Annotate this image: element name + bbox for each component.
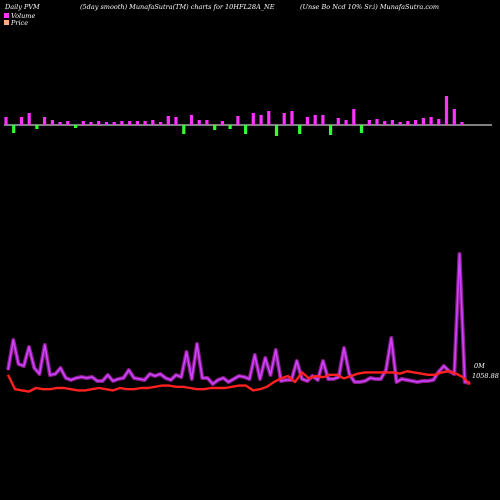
- volume-bar: [228, 125, 232, 129]
- volume-line-glow: [6, 252, 471, 386]
- volume-bar: [298, 125, 302, 134]
- volume-bar: [166, 116, 170, 125]
- volume-bar: [35, 125, 39, 129]
- header-center: (5day smooth) MunafaSutra(TM) charts for…: [80, 3, 275, 11]
- volume-bar: [290, 111, 294, 125]
- volume-bar: [43, 117, 47, 125]
- volume-bar: [97, 121, 101, 125]
- volume-bar: [414, 120, 418, 125]
- header-left: Daily PVM: [4, 3, 40, 11]
- volume-line: [7, 253, 471, 385]
- volume-bar: [421, 118, 425, 125]
- volume-bar: [282, 113, 286, 125]
- volume-bar: [151, 120, 155, 125]
- volume-bar: [27, 113, 31, 125]
- volume-bar: [329, 125, 333, 135]
- volume-bar: [390, 120, 394, 125]
- volume-bar: [398, 122, 402, 125]
- volume-bar: [143, 121, 147, 125]
- volume-bar: [367, 120, 371, 125]
- volume-bar: [259, 115, 263, 125]
- volume-bar: [81, 121, 85, 125]
- volume-bar: [244, 125, 248, 134]
- volume-bar: [205, 120, 209, 125]
- volume-bar: [197, 120, 201, 125]
- volume-bar: [375, 119, 379, 125]
- volume-bar: [112, 122, 116, 125]
- volume-bar: [452, 109, 456, 125]
- last-price-label: 1058.88: [472, 372, 499, 380]
- volume-bar: [12, 125, 16, 133]
- legend-volume-swatch: [4, 13, 9, 18]
- volume-bar: [189, 115, 194, 125]
- volume-bar: [89, 122, 93, 125]
- volume-bar: [220, 121, 224, 125]
- price-line: [6, 370, 471, 393]
- legend-price-swatch: [4, 20, 9, 25]
- volume-bar: [159, 122, 163, 125]
- volume-bar: [383, 121, 387, 125]
- volume-bar: [58, 122, 62, 125]
- volume-marker-label: 0M: [474, 362, 485, 370]
- volume-bar: [74, 125, 78, 128]
- header-right: (Unse Bo Ncd 10% Sr.i) MunafaSutra.com: [300, 3, 439, 11]
- legend-volume-label: Volume: [11, 12, 35, 20]
- volume-bar: [313, 115, 317, 125]
- volume-bar: [321, 115, 325, 125]
- volume-bar: [128, 121, 132, 125]
- volume-bar: [274, 125, 279, 136]
- volume-bar: [19, 117, 24, 125]
- volume-bars: [4, 96, 464, 136]
- volume-bar: [182, 125, 186, 134]
- volume-bar: [174, 117, 178, 125]
- volume-bar: [429, 117, 433, 125]
- volume-bar: [437, 119, 441, 125]
- volume-bar: [50, 120, 54, 125]
- volume-bar: [336, 118, 340, 125]
- volume-bar: [406, 121, 410, 125]
- volume-bar: [352, 109, 356, 125]
- volume-bar: [444, 96, 449, 125]
- volume-bar: [104, 122, 109, 125]
- volume-bar: [359, 125, 364, 133]
- volume-bar: [4, 117, 8, 125]
- volume-bar: [344, 120, 348, 125]
- volume-bar: [135, 121, 139, 125]
- volume-bar: [120, 121, 124, 125]
- volume-bar: [305, 117, 309, 125]
- volume-bar: [236, 116, 240, 125]
- volume-bar: [460, 122, 464, 125]
- volume-bar: [213, 125, 217, 130]
- volume-bar: [66, 121, 70, 125]
- volume-bar: [267, 111, 271, 125]
- volume-bar: [251, 113, 255, 125]
- legend-price-label: Price: [10, 19, 28, 27]
